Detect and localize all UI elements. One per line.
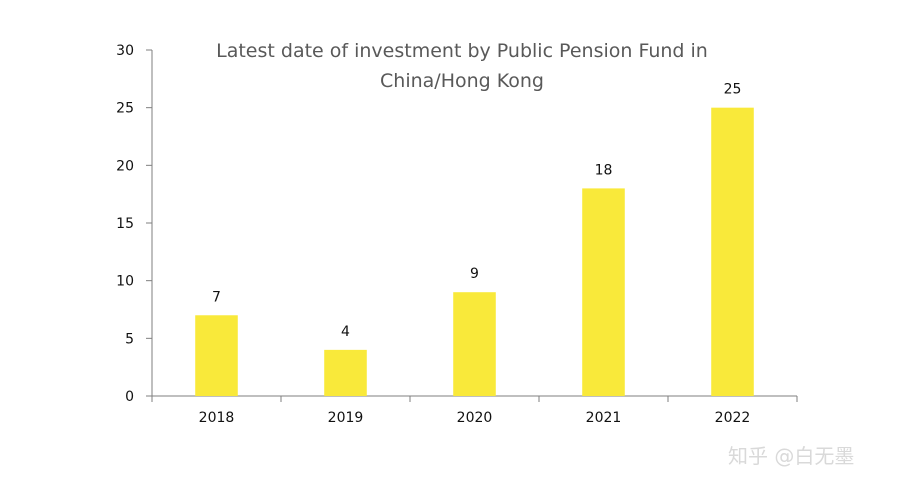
y-tick-label: 20: [116, 158, 134, 174]
data-label-2022: 25: [724, 82, 742, 98]
y-tick-label: 5: [125, 331, 134, 347]
chart-title-line-2: China/Hong Kong: [380, 70, 544, 92]
x-tick-label-2019: 2019: [328, 410, 364, 426]
x-tick-label-2020: 2020: [457, 410, 493, 426]
bar-2022: [711, 107, 754, 397]
x-tick-label-2021: 2021: [586, 410, 622, 426]
watermark-text: 知乎 @白无墨: [728, 444, 854, 468]
y-tick-label: 15: [116, 216, 134, 232]
data-label-2021: 18: [595, 162, 613, 178]
y-tick-label: 25: [116, 101, 134, 117]
y-tick-label: 10: [116, 274, 134, 290]
chart-title-line-1: Latest date of investment by Public Pens…: [216, 40, 708, 62]
data-label-2018: 7: [212, 289, 221, 305]
data-labels: 7 4 9 18 25: [212, 82, 741, 340]
bar-2020: [453, 292, 496, 396]
y-tick-label: 0: [125, 389, 134, 405]
data-label-2020: 9: [470, 266, 479, 282]
y-tick-label: 30: [116, 43, 134, 59]
bar-2021: [582, 188, 625, 396]
data-label-2019: 4: [341, 324, 350, 340]
y-axis: 0 5 10 15 20 25 30: [116, 43, 153, 405]
bar-2018: [195, 315, 238, 396]
x-tick-label-2018: 2018: [199, 410, 235, 426]
x-tick-label-2022: 2022: [715, 410, 751, 426]
x-axis: 2018 2019 2020 2021 2022: [151, 395, 798, 426]
bar-2019: [324, 349, 367, 396]
bars: [195, 107, 754, 397]
